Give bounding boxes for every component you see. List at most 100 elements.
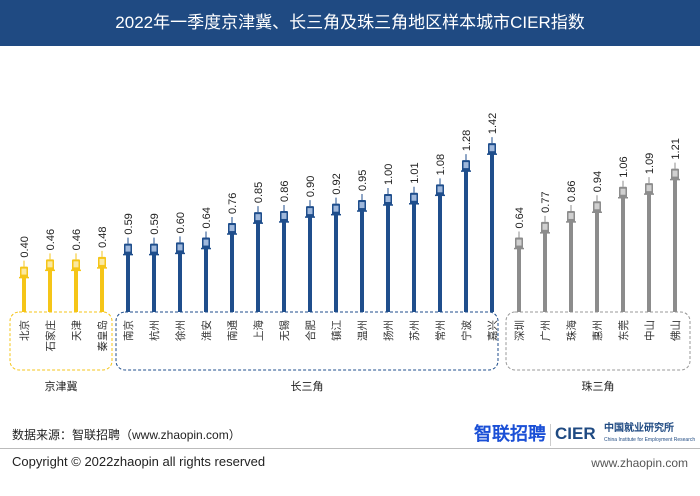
group-box (9, 311, 113, 371)
bar-cap-window (151, 245, 157, 252)
bar (282, 221, 286, 312)
bar (74, 270, 78, 312)
bar-cap-window (594, 203, 600, 210)
bar (543, 232, 547, 312)
city-label: 嘉兴 (486, 320, 499, 341)
bar (595, 212, 599, 312)
bar-cap-window (333, 205, 339, 212)
city-label: 东莞 (617, 320, 630, 341)
bar-cap-window (307, 208, 313, 215)
city-label: 惠州 (591, 320, 604, 341)
cier-logo-cn: 中国就业研究所 (604, 423, 674, 434)
data-label: 1.06 (618, 156, 630, 177)
bar-cap-window (229, 225, 235, 232)
bar-cap-window (21, 268, 27, 275)
city-label: 南京 (122, 320, 135, 341)
bar-cap-window (542, 223, 548, 230)
cier-logo: CIER (555, 424, 596, 443)
data-label: 1.21 (670, 138, 682, 159)
data-label: 0.48 (97, 226, 109, 247)
city-label: 杭州 (148, 320, 161, 341)
bar (152, 254, 156, 312)
bar (360, 211, 364, 312)
bar-cap-window (516, 239, 522, 246)
bar-cap-window (489, 145, 495, 152)
bar (464, 171, 468, 312)
city-label: 上海 (252, 320, 265, 341)
data-label: 0.64 (201, 207, 213, 228)
city-label: 扬州 (382, 320, 395, 341)
cier-logo-en: China Institute for Employment Research (604, 437, 696, 443)
city-label: 珠海 (565, 320, 578, 341)
bar (673, 179, 677, 312)
data-label: 0.95 (357, 170, 369, 191)
bar-cap-window (73, 261, 79, 268)
bar-cap-window (463, 162, 469, 169)
bar-cap-window (620, 188, 626, 195)
bar (490, 154, 494, 312)
bar-cap-window (281, 212, 287, 219)
website-link[interactable]: www.zhaopin.com (591, 456, 688, 470)
bar (100, 267, 104, 312)
bar (386, 205, 390, 312)
data-label: 0.60 (175, 212, 187, 233)
bar (621, 197, 625, 312)
data-label: 0.46 (45, 229, 57, 250)
city-label: 无锡 (278, 320, 291, 341)
data-label: 0.85 (253, 182, 265, 203)
data-label: 1.00 (383, 164, 395, 185)
bar-cap-window (568, 212, 574, 219)
data-label: 0.64 (514, 207, 526, 228)
city-label: 石家庄 (44, 320, 57, 352)
city-label: 合肥 (304, 320, 317, 341)
city-label: 中山 (643, 320, 656, 341)
bar-cap-window (359, 202, 365, 209)
city-label: 南通 (226, 320, 239, 341)
data-label: 0.94 (592, 171, 604, 192)
city-label: 广州 (540, 320, 552, 341)
bar (647, 194, 651, 312)
bar-cap-window (177, 244, 183, 251)
bar-cap-window (646, 185, 652, 192)
group-label: 京津冀 (45, 379, 78, 393)
bar-cap-window (385, 196, 391, 202)
bar-cap-window (99, 258, 105, 265)
bar (256, 223, 260, 312)
city-label: 天津 (71, 320, 83, 341)
data-label: 0.76 (227, 193, 239, 214)
group-label: 长三角 (291, 380, 324, 393)
city-label: 苏州 (408, 320, 421, 341)
chart-title: 2022年一季度京津冀、长三角及珠三角地区样本城市CIER指数 (0, 0, 700, 46)
bar (334, 214, 338, 312)
bar (178, 253, 182, 312)
data-label: 0.86 (566, 181, 578, 202)
city-label: 温州 (357, 320, 369, 341)
bar-cap-window (125, 245, 131, 252)
logo-divider (550, 424, 551, 446)
bar-cap-window (411, 194, 417, 201)
city-label: 徐州 (174, 320, 187, 341)
city-label: 佛山 (669, 320, 682, 341)
city-label: 淮安 (200, 320, 213, 341)
bar (126, 254, 130, 312)
bar (412, 203, 416, 312)
bar (569, 221, 573, 312)
data-label: 0.59 (123, 213, 135, 234)
bar (230, 234, 234, 312)
city-label: 深圳 (514, 320, 526, 341)
data-label: 1.42 (487, 113, 499, 134)
group-box (115, 311, 499, 371)
bar (22, 277, 26, 312)
data-label: 0.77 (540, 191, 552, 212)
city-label: 常州 (434, 320, 447, 341)
bar (517, 248, 521, 312)
bar-cap-window (47, 261, 53, 268)
group-label: 珠三角 (582, 379, 615, 393)
bar (438, 195, 442, 312)
data-label: 0.92 (331, 173, 343, 194)
data-label: 0.90 (305, 176, 317, 197)
data-label: 1.09 (644, 153, 656, 174)
bar (204, 248, 208, 312)
city-label: 镇江 (330, 320, 343, 341)
